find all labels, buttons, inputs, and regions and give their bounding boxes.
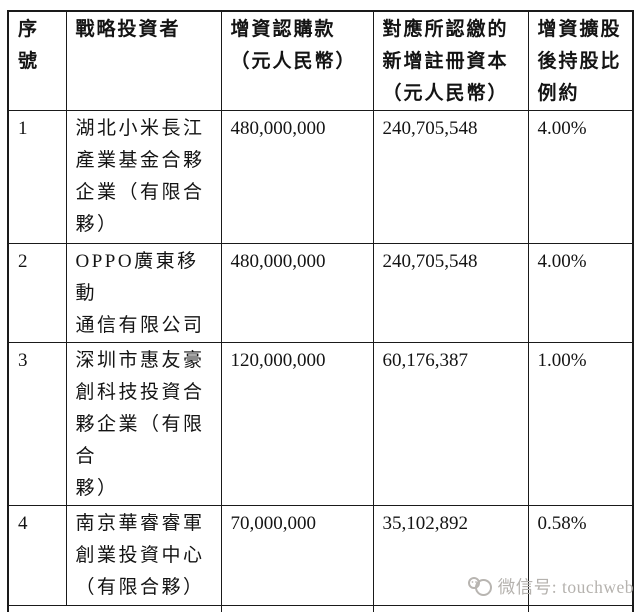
investors-table: 序號 戰略投資者 增資認購款 （元人民幣） 對應所認繳的 新增註冊資本 （元人民… bbox=[7, 10, 634, 612]
serial-cell: 2 bbox=[7, 243, 67, 343]
registered-capital-cell: 60,176,387 bbox=[372, 342, 529, 506]
column-header-registered-capital: 對應所認繳的 新增註冊資本 （元人民幣） bbox=[372, 10, 529, 111]
total-registered-capital-cell: 576,690,375 bbox=[372, 605, 529, 612]
investor-cell: 深圳市惠友豪 創科技投資合 夥企業（有限合 夥） bbox=[65, 342, 222, 506]
serial-cell: 4 bbox=[7, 505, 67, 606]
ratio-cell: 1.00% bbox=[527, 342, 634, 506]
column-header-ratio: 增資擴股 後持股比 例約 bbox=[527, 10, 634, 111]
ratio-cell: 0.58% bbox=[527, 505, 634, 606]
ratio-cell: 4.00% bbox=[527, 243, 634, 343]
table-row: 2 OPPO廣東移動 通信有限公司 480,000,000 240,705,54… bbox=[7, 243, 634, 343]
registered-capital-cell: 240,705,548 bbox=[372, 243, 529, 343]
column-header-serial: 序號 bbox=[7, 10, 67, 111]
total-subscription-cell: 1,150,000,000 bbox=[220, 605, 374, 612]
investor-cell: 南京華睿睿軍 創業投資中心 （有限合夥） bbox=[65, 505, 222, 606]
subscription-cell: 70,000,000 bbox=[220, 505, 374, 606]
column-header-subscription: 增資認購款 （元人民幣） bbox=[220, 10, 374, 111]
subscription-cell: 120,000,000 bbox=[220, 342, 374, 506]
table-header-row: 序號 戰略投資者 增資認購款 （元人民幣） 對應所認繳的 新增註冊資本 （元人民… bbox=[7, 10, 634, 111]
watermark-text: 微信号: touchweb bbox=[497, 576, 634, 597]
total-ratio-cell: 9.58% bbox=[527, 605, 634, 612]
table-row: 1 湖北小米長江 產業基金合夥 企業（有限合 夥） 480,000,000 24… bbox=[7, 110, 634, 244]
subscription-cell: 480,000,000 bbox=[220, 243, 374, 343]
investor-cell: OPPO廣東移動 通信有限公司 bbox=[65, 243, 222, 343]
registered-capital-cell: 35,102,892 bbox=[372, 505, 529, 606]
column-header-investor: 戰略投資者 bbox=[65, 10, 222, 111]
total-label-cell: 合計 bbox=[7, 605, 222, 612]
serial-cell: 1 bbox=[7, 110, 67, 244]
ratio-cell: 4.00% bbox=[527, 110, 634, 244]
table-row: 3 深圳市惠友豪 創科技投資合 夥企業（有限合 夥） 120,000,000 6… bbox=[7, 342, 634, 506]
table-row: 4 南京華睿睿軍 創業投資中心 （有限合夥） 70,000,000 35,102… bbox=[7, 505, 634, 606]
registered-capital-cell: 240,705,548 bbox=[372, 110, 529, 244]
serial-cell: 3 bbox=[7, 342, 67, 506]
table-total-row: 合計 1,150,000,000 576,690,375 9.58% bbox=[7, 605, 634, 612]
wechat-icon bbox=[466, 575, 493, 597]
investor-cell: 湖北小米長江 產業基金合夥 企業（有限合 夥） bbox=[65, 110, 222, 244]
subscription-cell: 480,000,000 bbox=[220, 110, 374, 244]
watermark: 微信号: touchweb bbox=[466, 574, 634, 598]
